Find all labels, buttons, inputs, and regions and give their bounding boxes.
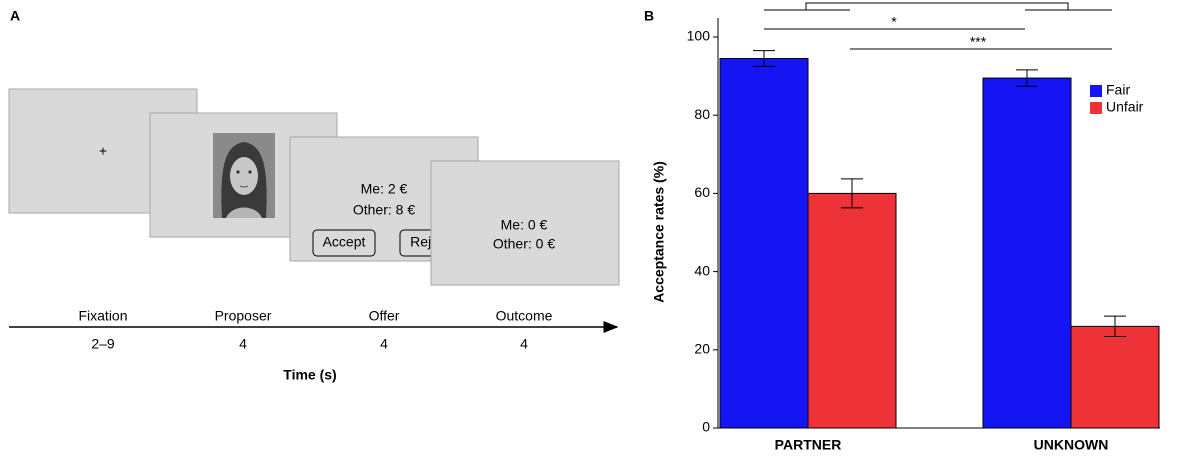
panel-b: B Acceptance rates (%) * *** 0 20 40 60 80 10… bbox=[644, 3, 1160, 453]
phase-label: Proposer bbox=[215, 308, 272, 324]
legend-swatch bbox=[1090, 102, 1102, 114]
fixation-cross: + bbox=[99, 143, 107, 159]
phase-label: Fixation bbox=[78, 308, 127, 324]
legend-swatch bbox=[1090, 85, 1102, 97]
time-axis-label: Time (s) bbox=[283, 367, 336, 383]
significance-bracket bbox=[764, 3, 1112, 10]
y-tick-label: 40 bbox=[694, 262, 710, 278]
bar bbox=[808, 193, 896, 428]
significance-label: *** bbox=[970, 34, 987, 50]
bar bbox=[983, 78, 1071, 428]
significance-label: * bbox=[891, 14, 897, 30]
y-tick-label: 80 bbox=[694, 106, 710, 122]
legend-label: Unfair bbox=[1106, 99, 1144, 115]
panel-label: B bbox=[644, 8, 654, 24]
panel-a: A + Me: 2 € Other: 8 € Accept Reject Me:… bbox=[9, 8, 619, 383]
phase-label: Outcome bbox=[496, 308, 553, 324]
x-tick-label: UNKNOWN bbox=[1034, 437, 1109, 453]
figure: A + Me: 2 € Other: 8 € Accept Reject Me:… bbox=[0, 0, 1199, 458]
legend-label: Fair bbox=[1106, 82, 1130, 98]
phase-duration: 2–9 bbox=[91, 336, 115, 352]
outcome-me: Me: 0 € bbox=[501, 217, 548, 233]
phase-label: Offer bbox=[369, 308, 400, 324]
outcome-other: Other: 0 € bbox=[493, 236, 555, 252]
y-tick-label: 100 bbox=[687, 28, 711, 44]
bar bbox=[720, 59, 808, 428]
y-tick-label: 0 bbox=[702, 419, 710, 435]
y-tick-label: 20 bbox=[694, 341, 710, 357]
accept-label: Accept bbox=[323, 234, 366, 250]
bar bbox=[1071, 326, 1159, 428]
x-tick-label: PARTNER bbox=[775, 437, 842, 453]
face-photo bbox=[213, 133, 275, 218]
phase-duration: 4 bbox=[239, 336, 247, 352]
phase-duration: 4 bbox=[380, 336, 388, 352]
phase-duration: 4 bbox=[520, 336, 528, 352]
panel-label: A bbox=[10, 8, 20, 24]
offer-me: Me: 2 € bbox=[361, 181, 408, 197]
y-axis-label: Acceptance rates (%) bbox=[651, 161, 667, 303]
offer-other: Other: 8 € bbox=[353, 202, 415, 218]
y-tick-label: 60 bbox=[694, 184, 710, 200]
